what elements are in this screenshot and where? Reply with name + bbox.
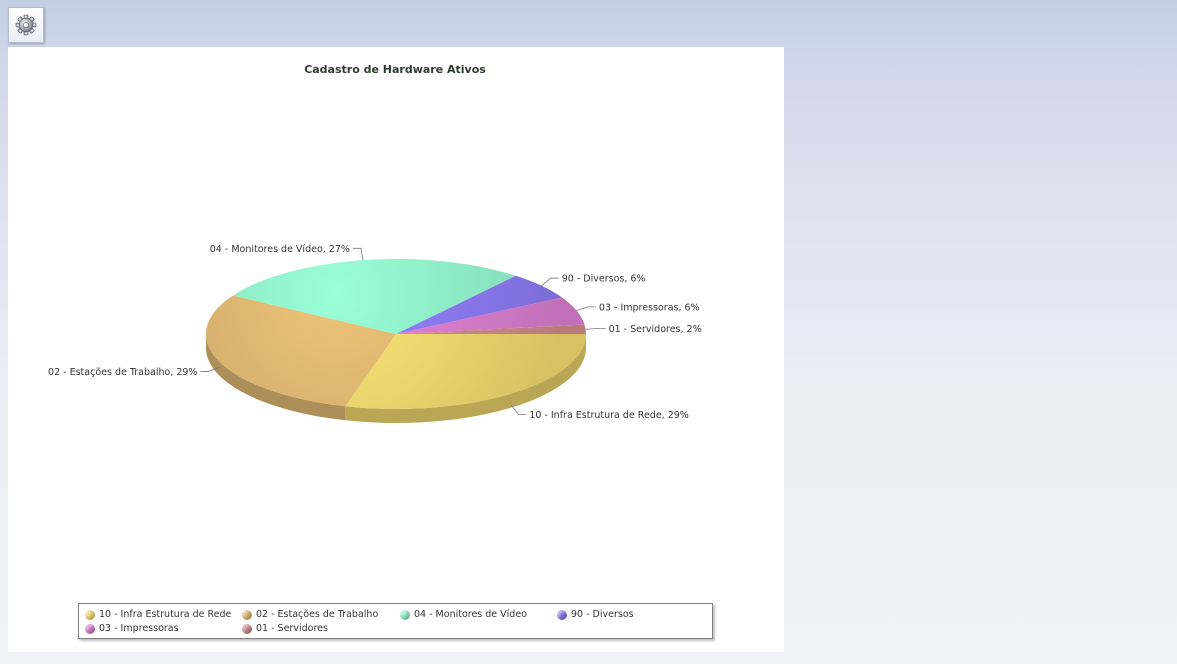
pie-group (206, 259, 586, 423)
pie-slice[interactable] (396, 324, 586, 334)
legend-item[interactable]: 10 - Infra Estrutura de Rede (85, 609, 231, 620)
label-leader-line (200, 366, 220, 372)
legend-item[interactable]: 04 - Monitores de Vídeo (400, 609, 527, 620)
legend-item[interactable]: 02 - Estações de Trabalho (242, 609, 378, 620)
legend-swatch (85, 609, 95, 620)
pie-chart: Cadastro de Hardware Ativos 10 - Infra E… (48, 63, 702, 423)
pie-slice[interactable] (345, 334, 586, 409)
slice-label: 10 - Infra Estrutura de Rede, 29% (529, 410, 689, 421)
slice-label: 02 - Estações de Trabalho, 29% (48, 367, 197, 378)
pie-slice[interactable] (396, 275, 563, 334)
slice-label: 03 - Impressoras, 6% (599, 302, 700, 313)
pie-slice[interactable] (206, 295, 396, 407)
chart-panel: Cadastro de Hardware Ativos 10 - Infra E… (8, 47, 784, 652)
settings-button[interactable] (8, 7, 44, 43)
bottom-strip (0, 652, 1177, 664)
slice-label: 01 - Servidores, 2% (609, 324, 702, 335)
slice-label: 90 - Diversos, 6% (562, 274, 646, 285)
legend-swatch (400, 609, 410, 620)
legend-item[interactable]: 90 - Diversos (557, 609, 634, 620)
label-leader-line (576, 306, 596, 311)
legend-label: 90 - Diversos (571, 609, 634, 620)
slice-labels: 10 - Infra Estrutura de Rede, 29% 02 - Es… (48, 244, 702, 421)
legend-swatch (85, 623, 95, 634)
slice-side (206, 334, 346, 421)
legend-swatch (557, 609, 567, 620)
label-leader-line (585, 328, 606, 330)
legend-label: 04 - Monitores de Vídeo (414, 609, 527, 620)
slice-label: 04 - Monitores de Vídeo, 27% (210, 244, 350, 255)
legend-label: 10 - Infra Estrutura de Rede (99, 609, 232, 620)
pie-slice[interactable] (396, 297, 585, 334)
legend-item[interactable]: 01 - Servidores (242, 623, 328, 634)
top-toolbar (0, 0, 1177, 46)
legend-swatch (242, 623, 252, 634)
gear-icon (15, 14, 37, 36)
label-leader-line (352, 247, 364, 261)
pie-slice[interactable] (232, 259, 516, 334)
chart-title: Cadastro de Hardware Ativos (304, 63, 486, 76)
legend-swatch (242, 609, 252, 620)
legend-label: 02 - Estações de Trabalho (256, 609, 379, 620)
label-leader-line (510, 404, 527, 415)
label-leader-line (541, 277, 559, 287)
slice-side (345, 334, 586, 423)
legend-label: 01 - Servidores (256, 623, 328, 634)
legend-item[interactable]: 03 - Impressoras (85, 623, 179, 634)
legend-label: 03 - Impressoras (99, 623, 179, 634)
chart-legend: 10 - Infra Estrutura de Rede 02 - Estaçõe… (78, 603, 713, 639)
